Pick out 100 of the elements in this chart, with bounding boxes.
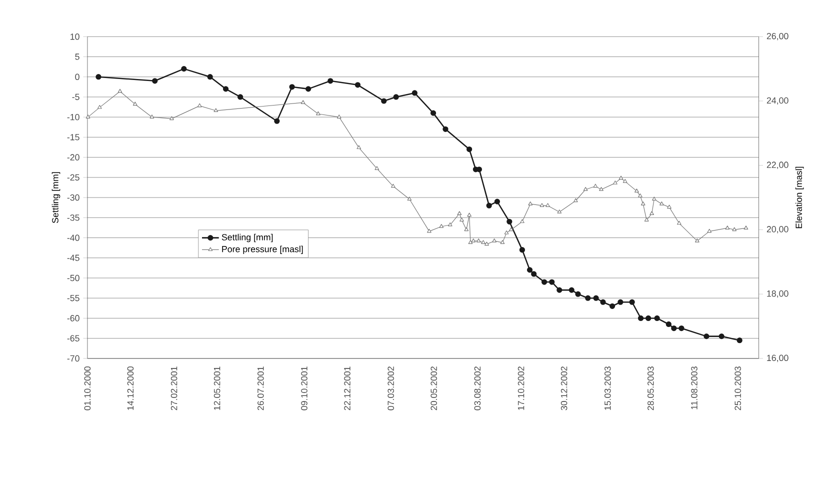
y-tick-label: -20 bbox=[67, 154, 80, 160]
point bbox=[300, 100, 306, 104]
point bbox=[654, 315, 660, 321]
point bbox=[667, 204, 672, 209]
point bbox=[442, 126, 448, 132]
point bbox=[575, 291, 581, 297]
x-tick-label: 11.08.2003 bbox=[691, 366, 698, 410]
point bbox=[556, 287, 562, 293]
point bbox=[526, 267, 533, 273]
point bbox=[390, 184, 396, 188]
point bbox=[732, 227, 737, 232]
point bbox=[638, 193, 642, 198]
point bbox=[197, 103, 202, 108]
point bbox=[629, 299, 635, 305]
point bbox=[354, 82, 361, 88]
point bbox=[336, 114, 342, 118]
point bbox=[640, 201, 646, 206]
x-tick-label: 07.03.2002 bbox=[388, 366, 394, 410]
point bbox=[599, 186, 604, 191]
y-tick-label: -60 bbox=[67, 315, 80, 322]
point bbox=[207, 74, 213, 80]
point bbox=[328, 78, 334, 84]
point bbox=[356, 145, 362, 149]
point bbox=[492, 238, 496, 242]
point bbox=[96, 74, 102, 80]
y-tick-label: -35 bbox=[67, 214, 80, 221]
y-tick-label: 5 bbox=[75, 54, 80, 60]
y-tick-label: -65 bbox=[67, 335, 80, 342]
point bbox=[484, 242, 489, 246]
x-tick-label: 27.02.2001 bbox=[170, 366, 178, 410]
x-tick-label: 26.07.2001 bbox=[258, 366, 264, 410]
point bbox=[118, 88, 122, 93]
point bbox=[618, 299, 624, 305]
point bbox=[500, 240, 505, 244]
point bbox=[541, 279, 548, 285]
point bbox=[316, 111, 320, 116]
x-tick-label: 30.12.2002 bbox=[560, 366, 568, 410]
point bbox=[609, 303, 616, 309]
point bbox=[508, 227, 514, 232]
point bbox=[531, 271, 537, 277]
point bbox=[274, 118, 280, 124]
x-tick-label: 15.03.2003 bbox=[604, 366, 611, 410]
y2-tick-label: 26,00 bbox=[766, 32, 788, 40]
x-tick-label: 20.05.2002 bbox=[430, 366, 438, 410]
point bbox=[718, 333, 724, 340]
point bbox=[407, 196, 412, 200]
x-tick-label: 01.10.2000 bbox=[84, 366, 91, 410]
point bbox=[457, 211, 462, 215]
point bbox=[427, 228, 432, 233]
y-tick-label: 0 bbox=[75, 74, 80, 80]
point bbox=[466, 146, 472, 152]
point bbox=[289, 84, 295, 90]
point bbox=[593, 184, 598, 188]
point bbox=[439, 224, 444, 228]
y-tick-label: -50 bbox=[67, 274, 80, 282]
point bbox=[736, 337, 742, 344]
y-tick-label: 10 bbox=[70, 33, 80, 40]
point bbox=[646, 315, 652, 321]
point bbox=[381, 98, 387, 104]
y-tick-label: -10 bbox=[67, 114, 80, 120]
point bbox=[506, 218, 512, 224]
point bbox=[464, 227, 469, 232]
point bbox=[600, 299, 606, 305]
y-tick-label: -40 bbox=[67, 234, 80, 241]
y-tick-label: -5 bbox=[72, 94, 80, 100]
point bbox=[467, 212, 472, 217]
point bbox=[725, 226, 730, 230]
y-tick-label: -25 bbox=[67, 174, 80, 181]
point bbox=[468, 240, 473, 244]
y2-axis-title: Elevation [masl] bbox=[795, 166, 804, 228]
point bbox=[181, 66, 187, 72]
x-tick-label: 14.12.2000 bbox=[127, 366, 134, 410]
point bbox=[97, 104, 102, 109]
x-tick-label: 25.10.2003 bbox=[734, 366, 741, 410]
point bbox=[583, 186, 588, 191]
y2-tick-label: 24,00 bbox=[766, 97, 788, 105]
point bbox=[613, 180, 618, 184]
point bbox=[694, 238, 700, 242]
point bbox=[546, 203, 550, 207]
point bbox=[448, 222, 452, 226]
x-tick-label: 12.05.2001 bbox=[214, 366, 220, 410]
point bbox=[678, 325, 684, 332]
point bbox=[222, 86, 229, 92]
legend-label: Pore pressure [masl] bbox=[222, 246, 303, 254]
point bbox=[540, 203, 544, 207]
point bbox=[585, 295, 591, 301]
point bbox=[634, 188, 639, 192]
point bbox=[460, 218, 464, 222]
legend-label: Settling [mm] bbox=[222, 234, 273, 242]
point bbox=[638, 315, 644, 321]
point bbox=[412, 90, 418, 96]
y2-tick-label: 16,00 bbox=[767, 354, 788, 362]
point bbox=[568, 287, 574, 293]
point bbox=[494, 198, 500, 204]
point bbox=[676, 220, 682, 225]
y2-tick-label: 22,00 bbox=[766, 162, 788, 169]
point bbox=[652, 196, 656, 200]
y-tick-label: -70 bbox=[67, 355, 80, 362]
point bbox=[574, 198, 578, 202]
point bbox=[528, 201, 533, 206]
